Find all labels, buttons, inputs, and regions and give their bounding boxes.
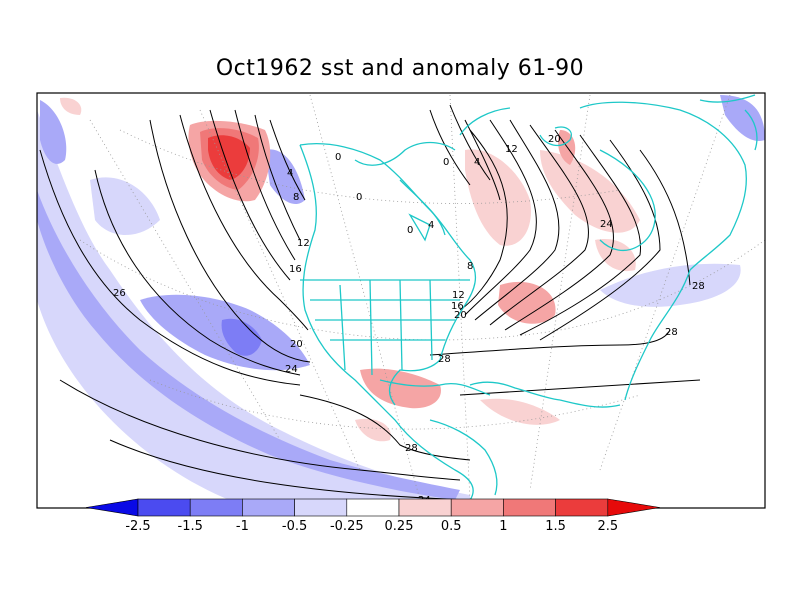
contour-label: 28 <box>438 354 451 365</box>
anomaly-moderate-negative-pacific <box>37 190 460 500</box>
colorbar-label: 0.5 <box>441 519 462 534</box>
colorbar-swatch <box>242 498 295 517</box>
contour-label: 12 <box>452 290 465 301</box>
contour-label: 0 <box>335 152 341 163</box>
contour-label: 28 <box>405 443 418 454</box>
anomaly-positive-eastpacific-tropics <box>355 418 391 442</box>
contour-label: 8 <box>467 261 473 272</box>
colorbar-label: -2.5 <box>125 519 150 534</box>
colorbar-label: 1 <box>499 519 507 534</box>
contour-label: 20 <box>454 310 467 321</box>
projection-mask-left <box>37 300 250 508</box>
anomaly-negative-europe <box>720 95 765 141</box>
contour-label: 16 <box>451 301 464 312</box>
colorbar-swatch <box>555 498 609 517</box>
contour-label: 20 <box>290 339 303 350</box>
colorbar-label: -1 <box>236 519 249 534</box>
contour-label: 0 <box>356 192 362 203</box>
contour-label: 0 <box>407 225 413 236</box>
colorbar-label: -0.5 <box>282 519 307 534</box>
contour-label: 24 <box>600 219 613 230</box>
anomaly-negative-gulfalaska <box>265 149 305 205</box>
anomaly-positive-labrador <box>465 149 531 246</box>
anomaly-strong-negative-eastpacific <box>221 318 262 356</box>
colorbar-swatch <box>137 498 191 517</box>
anomaly-weak-negative-midpacific <box>90 177 160 235</box>
contour-label: 12 <box>505 144 518 155</box>
contour-label: 4 <box>287 168 293 179</box>
colorbar-swatch <box>398 498 452 517</box>
colorbar-swatch <box>503 498 556 517</box>
projection-mask-right <box>480 330 765 508</box>
colorbar-label: 2.5 <box>597 519 618 534</box>
contour-label: 0 <box>443 157 449 168</box>
colorbar-label: 0.25 <box>385 519 414 534</box>
colorbar-swatch <box>450 498 504 517</box>
contour-label: 28 <box>692 281 705 292</box>
anomaly-negative-westpacific <box>40 100 67 164</box>
graticule <box>79 94 766 501</box>
colorbar-label: -1.5 <box>178 519 203 534</box>
contour-label: 4 <box>428 220 434 231</box>
anomaly-negative-eastatlantic <box>600 263 741 307</box>
contour-label: 12 <box>297 238 310 249</box>
map-title: Oct1962 sst and anomaly 61-90 <box>215 56 585 81</box>
contour-label: 4 <box>474 157 480 168</box>
colorbar-swatch <box>189 498 243 517</box>
contour-labels: 26 4 8 12 16 20 24 0 0 0 4 8 12 16 20 24… <box>113 134 705 506</box>
anomaly-positive-iberia <box>595 239 636 272</box>
contour-label: 8 <box>293 192 299 203</box>
anomaly-positive-gulfmexico <box>360 368 441 409</box>
colorbar-swatch <box>346 498 400 517</box>
colorbar: -2.5 -1.5 -1 -0.5 -0.25 0.25 0.5 1 1.5 2.5 <box>85 498 660 534</box>
contour-label: 28 <box>665 327 678 338</box>
colorbar-arrow-high <box>607 498 660 517</box>
contour-label: 26 <box>113 288 126 299</box>
anomaly-strong-positive-northpacific <box>208 135 250 180</box>
coastlines <box>299 94 758 501</box>
anomaly-positive-nwpacific <box>60 97 82 115</box>
sst-contours <box>39 104 701 501</box>
contour-label: 24 <box>285 364 298 375</box>
colorbar-swatch <box>294 498 348 517</box>
contour-label: 16 <box>289 264 302 275</box>
colorbar-label: -0.25 <box>330 519 364 534</box>
colorbar-label: 1.5 <box>545 519 566 534</box>
anomaly-positive-midatlantic <box>498 281 556 324</box>
anomaly-negative-pacific <box>37 110 470 508</box>
anomaly-positive-northatlantic <box>540 150 640 233</box>
contour-label: 20 <box>548 134 561 145</box>
